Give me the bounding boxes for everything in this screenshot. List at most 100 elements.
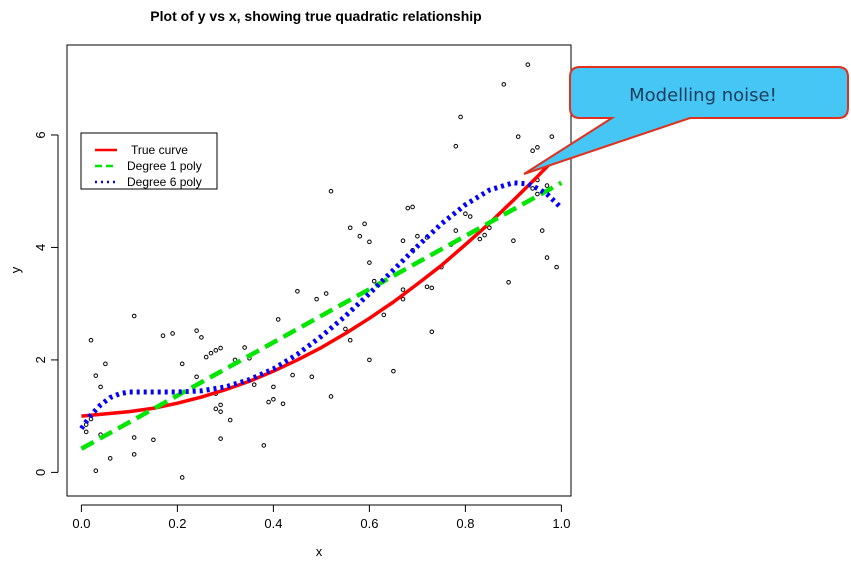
- scatter-point: [429, 285, 435, 291]
- scatter-point: [83, 429, 89, 435]
- scatter-point: [88, 337, 94, 343]
- scatter-point: [343, 326, 348, 332]
- scatter-point: [160, 333, 166, 339]
- scatter-point: [429, 329, 435, 335]
- scatter-point: [400, 238, 406, 243]
- scatter-point: [271, 384, 276, 390]
- scatter-point: [290, 372, 295, 378]
- scatter-point: [261, 443, 267, 448]
- scatter-point: [525, 62, 531, 67]
- legend: True curve Degree 1 poly Degree 6 poly: [80, 132, 218, 190]
- scatter-point: [218, 402, 223, 408]
- chart-title: Plot of y vs x, showing true quadratic r…: [150, 8, 481, 24]
- scatter-point: [328, 394, 334, 399]
- scatter-point: [309, 374, 315, 380]
- series-line-degree-6-poly: [79, 180, 564, 430]
- scatter-point: [458, 114, 463, 120]
- scatter-point: [266, 399, 271, 405]
- y-axis-label: y: [8, 266, 23, 273]
- scatter-point: [328, 188, 334, 194]
- scatter-point: [347, 225, 353, 231]
- scatter-point: [271, 396, 276, 402]
- y-tick-label: 6: [33, 131, 48, 138]
- scatter-point: [103, 361, 108, 367]
- scatter-point: [367, 260, 372, 265]
- callout-bubble: [523, 66, 849, 175]
- scatter-point: [213, 348, 219, 353]
- scatter-point: [515, 134, 521, 139]
- scatter-point: [463, 211, 468, 217]
- scatter-point: [424, 284, 430, 290]
- scatter-point: [539, 228, 545, 233]
- scatter-point: [131, 313, 137, 319]
- data-points: [83, 62, 559, 480]
- legend-box: [80, 132, 218, 190]
- x-tick-label: 0.6: [360, 516, 378, 531]
- y-tick-label: 0: [33, 469, 48, 476]
- scatter-point: [367, 239, 372, 245]
- x-tick-label: 0.8: [456, 516, 474, 531]
- x-tick-label: 1.0: [552, 516, 570, 531]
- x-axis-label: x: [316, 544, 323, 559]
- scatter-point: [218, 409, 223, 414]
- scatter-point: [203, 354, 209, 360]
- scatter-point: [218, 436, 223, 441]
- scatter-point: [453, 228, 459, 233]
- scatter-point: [535, 191, 540, 197]
- y-axis: 0 2 4 6: [33, 131, 59, 476]
- scatter-point: [357, 233, 363, 239]
- scatter-point: [131, 435, 137, 440]
- scatter-point: [242, 345, 247, 350]
- legend-label-degree-1: Degree 1 poly: [127, 159, 202, 173]
- scatter-point: [93, 373, 99, 378]
- scatter-point: [544, 255, 550, 260]
- scatter-point: [98, 384, 103, 390]
- scatter-point: [371, 278, 377, 284]
- scatter-point: [530, 148, 535, 154]
- scatter-point: [179, 361, 185, 367]
- callout: Modelling noise!: [523, 66, 849, 175]
- legend-label-degree-6: Degree 6 poly: [127, 175, 202, 189]
- scatter-point: [405, 205, 411, 211]
- scatter-point: [213, 406, 219, 412]
- scatter-point: [314, 296, 319, 302]
- scatter-point: [530, 186, 535, 191]
- scatter-point: [400, 296, 406, 302]
- fitted-lines: [79, 150, 564, 451]
- x-tick-label: 0.4: [264, 516, 282, 531]
- plot-frame: [66, 44, 572, 497]
- scatter-point: [347, 337, 353, 343]
- scatter-point: [487, 225, 492, 231]
- scatter-point: [391, 368, 396, 374]
- scatter-point: [323, 291, 329, 296]
- legend-label-true-curve: True curve: [131, 143, 188, 157]
- scatter-point: [400, 287, 406, 292]
- scatter-point: [170, 331, 175, 336]
- scatter-point: [194, 374, 199, 380]
- scatter-point: [506, 280, 511, 285]
- scatter-point: [501, 82, 507, 87]
- scatter-point: [218, 345, 223, 351]
- y-tick-label: 2: [33, 356, 48, 363]
- x-axis: 0.0 0.2 0.4 0.6 0.8 1.0: [72, 504, 570, 531]
- scatter-point: [362, 221, 367, 227]
- scatter-point: [208, 350, 214, 356]
- scatter-point: [415, 233, 420, 239]
- scatter-point: [199, 335, 204, 340]
- scatter-point: [280, 401, 286, 407]
- scatter-point: [295, 289, 300, 294]
- scatter-point: [275, 317, 281, 322]
- y-tick-label: 4: [33, 244, 48, 251]
- scatter-point: [453, 143, 459, 149]
- scatter-point: [410, 204, 415, 210]
- x-tick-label: 0.2: [168, 516, 186, 531]
- scatter-point: [381, 312, 387, 318]
- series-line-degree-1-poly: [80, 180, 563, 451]
- scatter-point: [544, 183, 550, 188]
- scatter-point: [467, 214, 473, 219]
- scatter-point: [554, 264, 559, 270]
- scatter-point: [251, 382, 257, 387]
- scatter-point: [367, 357, 372, 363]
- scatter-point: [482, 232, 487, 238]
